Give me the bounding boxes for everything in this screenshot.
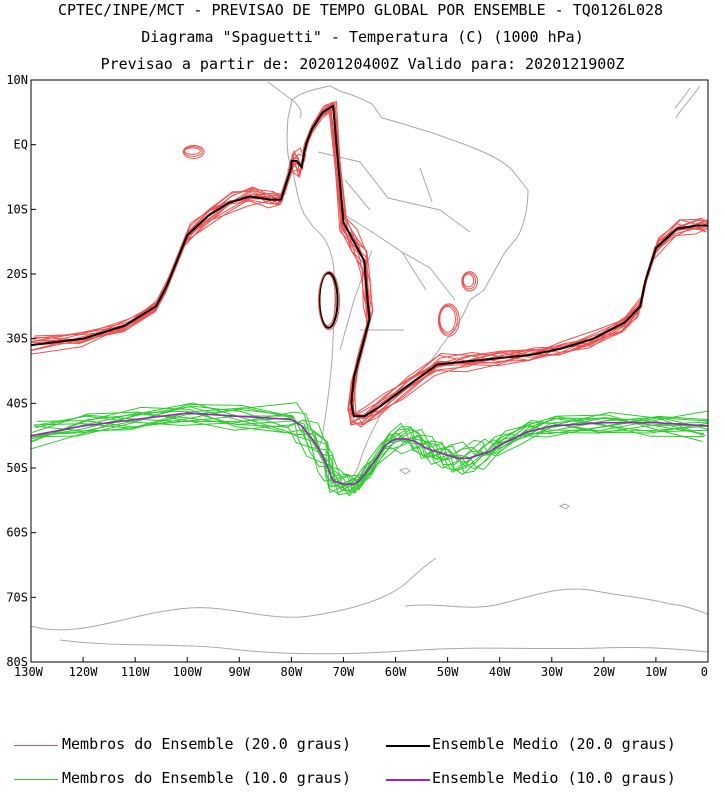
chart-title-line2: Diagrama "Spaguetti" - Temperatura (C) (… xyxy=(141,28,584,46)
x-tick-label: 120W xyxy=(69,665,99,679)
y-tick-label: 50S xyxy=(6,461,28,475)
member-line-20 xyxy=(33,112,708,424)
chart-title-line1: CPTEC/INPE/MCT - PREVISAO DE TEMPO GLOBA… xyxy=(57,1,664,19)
closed-contour-20 xyxy=(183,146,203,157)
x-tick-label: 130W xyxy=(14,665,44,679)
x-tick-label: 50W xyxy=(437,665,459,679)
member-line-20 xyxy=(33,104,708,428)
x-tick-label: 0 xyxy=(701,665,708,679)
legend-swatch-mean-10 xyxy=(386,779,430,781)
y-tick-label: 30S xyxy=(6,332,28,346)
x-tick-label: 100W xyxy=(173,665,203,679)
member-line-10 xyxy=(31,410,708,488)
legend-swatch-members-20 xyxy=(14,745,58,746)
y-tick-label: 60S xyxy=(6,526,28,540)
closed-contour-20 xyxy=(318,271,339,329)
member-line-20 xyxy=(32,108,708,426)
y-tick-label: 20S xyxy=(6,267,28,281)
x-tick-label: 10W xyxy=(645,665,667,679)
member-line-20 xyxy=(31,108,708,417)
closed-contour-20 xyxy=(461,271,478,292)
y-tick-label: 10N xyxy=(6,73,28,87)
member-line-20 xyxy=(32,112,708,424)
closed-contour-20 xyxy=(182,144,205,159)
member-line-20 xyxy=(31,101,708,420)
closed-contour-20 xyxy=(462,273,475,288)
coastline-map xyxy=(31,81,708,655)
y-tick-label: 70S xyxy=(6,590,28,604)
legend-label-mean-10: Ensemble Medio (10.0 graus) xyxy=(432,769,676,787)
ensemble-mean-line-10 xyxy=(31,412,708,485)
y-tick-label: EQ xyxy=(14,138,28,152)
member-line-20 xyxy=(31,102,708,418)
member-line-20 xyxy=(31,108,708,416)
x-tick-label: 90W xyxy=(228,665,250,679)
closed-contour-20 xyxy=(318,271,340,331)
member-line-20 xyxy=(34,107,708,426)
plot-frame xyxy=(30,79,709,663)
x-tick-label: 110W xyxy=(121,665,151,679)
x-tick-label: 20W xyxy=(593,665,615,679)
legend-label-members-20: Membros do Ensemble (20.0 graus) xyxy=(62,735,351,753)
member-line-10 xyxy=(34,411,705,493)
closed-contour-20 xyxy=(438,304,458,335)
member-line-20 xyxy=(31,107,708,418)
closed-contour-20 xyxy=(184,147,201,155)
legend-swatch-mean-20 xyxy=(386,745,430,747)
member-line-20 xyxy=(31,101,705,420)
y-tick-label: 80S xyxy=(6,655,28,669)
ensemble-mean-line-20 xyxy=(31,104,708,418)
chart-title-line3: Previsao a partir de: 2020120400Z Valido… xyxy=(100,55,625,73)
member-line-20 xyxy=(33,110,708,426)
y-tick-label: 40S xyxy=(6,396,28,410)
x-tick-label: 80W xyxy=(281,665,303,679)
x-tick-label: 60W xyxy=(385,665,407,679)
legend-swatch-members-10 xyxy=(14,779,58,780)
legend-label-mean-20: Ensemble Medio (20.0 graus) xyxy=(432,735,676,753)
x-tick-label: 70W xyxy=(333,665,355,679)
closed-contour-20 xyxy=(437,303,460,337)
closed-contour-20 xyxy=(462,272,477,290)
closed-contour-20 xyxy=(439,305,456,333)
member-line-10 xyxy=(32,407,708,492)
y-tick-label: 10S xyxy=(6,202,28,216)
member-line-10 xyxy=(32,411,705,494)
x-tick-label: 30W xyxy=(541,665,563,679)
x-tick-label: 40W xyxy=(489,665,511,679)
legend-label-members-10: Membros do Ensemble (10.0 graus) xyxy=(62,769,351,787)
